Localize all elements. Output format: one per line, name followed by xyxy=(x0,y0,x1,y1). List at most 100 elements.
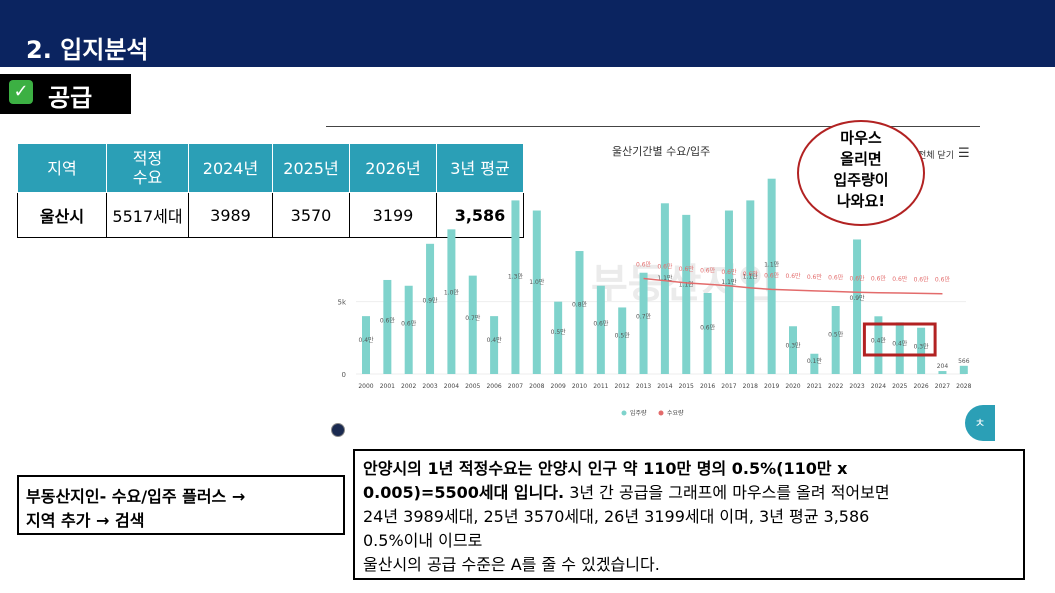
demand-value-label: 0.6만 xyxy=(850,274,866,282)
bar[interactable] xyxy=(532,210,541,374)
x-tick-label: 2013 xyxy=(636,383,651,390)
demand-value-label: 0.6만 xyxy=(700,266,716,274)
x-tick-label: 2012 xyxy=(615,383,630,390)
x-tick-label: 2017 xyxy=(721,383,736,390)
x-tick-label: 2025 xyxy=(892,383,907,390)
x-tick-label: 2019 xyxy=(764,383,779,390)
x-tick-label: 2006 xyxy=(486,383,501,390)
bar[interactable] xyxy=(917,327,926,374)
bar-value-label: 1.1만 xyxy=(721,278,737,286)
bar[interactable] xyxy=(724,210,733,374)
bar-value-label: 204 xyxy=(937,363,949,370)
bar-value-label: 0.6만 xyxy=(380,316,396,324)
bar[interactable] xyxy=(618,307,627,374)
chat-button[interactable]: ㅊ xyxy=(965,405,995,441)
bar-value-label: 0.5만 xyxy=(551,328,567,336)
cell-demand: 5517세대 xyxy=(106,192,189,238)
bar[interactable] xyxy=(575,251,584,374)
cell-region: 울산시 xyxy=(17,192,107,238)
header-2026: 2026년 xyxy=(349,143,437,193)
demand-value-label: 0.6만 xyxy=(721,268,737,276)
check-icon: ✓ xyxy=(9,80,33,104)
bar[interactable] xyxy=(831,306,840,374)
x-tick-label: 2021 xyxy=(807,383,822,390)
bar-value-label: 0.9만 xyxy=(850,294,866,302)
bar[interactable] xyxy=(383,279,392,374)
x-tick-label: 2026 xyxy=(913,383,928,390)
analysis-line-3: 24년 3989세대, 25년 3570세대, 26년 3199세대 이며, 3… xyxy=(363,507,870,526)
supply-table: 지역 적정 수요 2024년 2025년 2026년 3년 평균 울산시 551… xyxy=(17,143,524,238)
chart-title: 울산기간별 수요/입주 xyxy=(612,145,711,158)
x-tick-label: 2024 xyxy=(871,383,886,390)
view-all-link[interactable]: 전체 닫기 xyxy=(918,151,954,161)
bar[interactable] xyxy=(874,316,883,374)
bar[interactable] xyxy=(703,292,712,374)
x-tick-label: 2011 xyxy=(593,383,608,390)
section-label-text: 공급 xyxy=(48,84,93,112)
bar-value-label: 1.1만 xyxy=(764,261,780,269)
x-tick-label: 2005 xyxy=(465,383,480,390)
x-tick-label: 2001 xyxy=(380,383,395,390)
bar[interactable] xyxy=(895,322,904,374)
instruction-line-2: 지역 추가 → 검색 xyxy=(26,511,145,530)
header-bar: 2. 입지분석 xyxy=(0,0,1055,67)
bar-value-label: 566 xyxy=(958,358,970,365)
x-tick-label: 2016 xyxy=(700,383,715,390)
bar-value-label: 0.5만 xyxy=(828,331,844,339)
bar-value-label: 0.4만 xyxy=(487,336,503,344)
demand-line[interactable] xyxy=(643,277,943,295)
bar[interactable] xyxy=(447,229,456,374)
bar-value-label: 1.3만 xyxy=(508,273,524,281)
bar[interactable] xyxy=(810,353,819,374)
bar[interactable] xyxy=(789,326,797,374)
bar[interactable] xyxy=(596,285,605,374)
x-tick-label: 2002 xyxy=(401,383,416,390)
y-tick-label: 0 xyxy=(342,371,346,379)
bar[interactable] xyxy=(554,301,563,374)
analysis-line-5: 울산시의 공급 수준은 A를 줄 수 있겠습니다. xyxy=(363,555,660,574)
x-tick-label: 2027 xyxy=(935,383,950,390)
bar-value-label: 1.1만 xyxy=(657,274,673,282)
bar[interactable] xyxy=(853,239,862,374)
demand-value-label: 0.6만 xyxy=(679,265,695,273)
bar[interactable] xyxy=(511,200,520,374)
legend-swatch xyxy=(658,410,664,416)
cell-2025: 3570 xyxy=(272,192,350,238)
analysis-line-4: 0.5%이내 이므로 xyxy=(363,531,483,550)
bar-value-label: 0.7만 xyxy=(465,314,481,322)
bar[interactable] xyxy=(660,203,669,374)
bar[interactable] xyxy=(767,178,776,374)
bar-value-label: 1.0만 xyxy=(444,288,460,296)
bar[interactable] xyxy=(682,214,691,374)
bar[interactable] xyxy=(362,316,370,374)
bar[interactable] xyxy=(426,243,435,374)
bar-value-label: 1.1만 xyxy=(679,280,695,288)
x-tick-label: 2007 xyxy=(508,383,523,390)
demand-value-label: 0.6만 xyxy=(785,272,801,280)
menu-icon[interactable]: ☰ xyxy=(958,146,970,161)
bar[interactable] xyxy=(959,365,968,374)
cell-2026: 3199 xyxy=(349,192,437,238)
bar-value-label: 0.9만 xyxy=(423,296,439,304)
x-tick-label: 2010 xyxy=(572,383,587,390)
bar[interactable] xyxy=(404,285,413,374)
highlight-box xyxy=(862,322,937,357)
x-tick-label: 2004 xyxy=(444,383,459,390)
bar-value-label: 0.3만 xyxy=(785,342,801,350)
demand-value-label: 0.6만 xyxy=(935,276,951,284)
bar[interactable] xyxy=(938,371,947,374)
bar[interactable] xyxy=(468,275,477,374)
x-tick-label: 2015 xyxy=(679,383,694,390)
cell-avg: 3,586 xyxy=(436,192,524,238)
demand-value-label: 0.6만 xyxy=(764,271,780,279)
chart-top-border xyxy=(326,126,980,127)
bar[interactable] xyxy=(490,316,499,374)
bar[interactable] xyxy=(639,272,648,374)
legend-label: 입주량 xyxy=(630,409,647,417)
table-row: 울산시 5517세대 3989 3570 3199 3,586 xyxy=(17,192,524,238)
supply-demand-chart[interactable]: 부동산지인 05k 0.4만0.6만0.6만0.9만1.0만0.7만0.4만1.… xyxy=(326,127,980,432)
bar-value-label: 0.6만 xyxy=(401,319,417,327)
x-tick-label: 2018 xyxy=(743,383,758,390)
legend-label: 수요량 xyxy=(667,410,684,417)
y-tick-label: 5k xyxy=(337,299,346,307)
